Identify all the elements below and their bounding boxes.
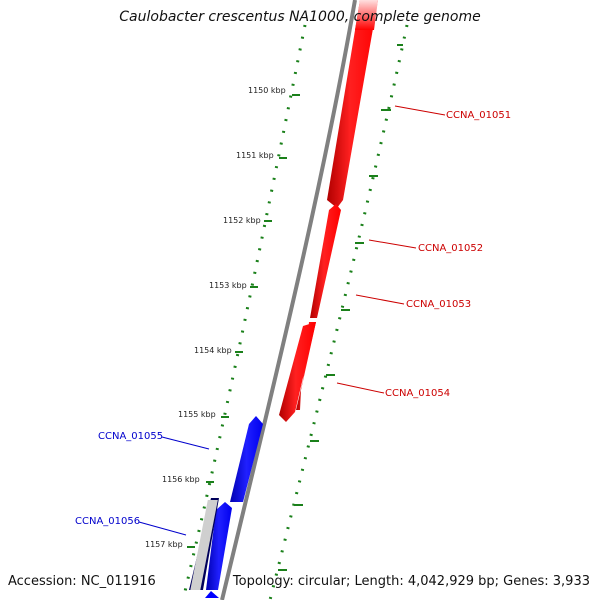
scale-label: 1155 kbp	[178, 410, 216, 419]
scale-label: 1153 kbp	[209, 281, 247, 290]
scale-label: 1151 kbp	[236, 151, 274, 160]
gene-label[interactable]: CCNA_01055	[98, 431, 163, 442]
label-leaders	[138, 105, 446, 536]
gene-label[interactable]: CCNA_01056	[75, 516, 140, 527]
gene-label[interactable]: CCNA_01052	[418, 243, 483, 254]
gene-ccna-01052[interactable]	[310, 204, 341, 318]
genome-backbone	[220, 0, 357, 600]
map-title: Caulobacter crescentus NA1000, complete …	[119, 9, 481, 25]
scale-label: 1157 kbp	[145, 540, 183, 549]
scale-label: 1152 kbp	[223, 216, 261, 225]
gene-label[interactable]: CCNA_01051	[446, 110, 511, 121]
gene-ccna-01054[interactable]	[279, 322, 316, 422]
forward-major-ticks	[278, 44, 403, 571]
scale-labels: 1150 kbp 1151 kbp 1152 kbp 1153 kbp 1154…	[145, 86, 286, 549]
gene-ccna-01051-top	[355, 0, 378, 30]
accession-text: Accession: NC_011916	[8, 574, 156, 589]
reverse-major-ticks	[187, 94, 300, 548]
gene-ccna-01053[interactable]	[296, 322, 316, 410]
scale-label: 1156 kbp	[162, 475, 200, 484]
scale-label: 1150 kbp	[248, 86, 286, 95]
gene-label[interactable]: CCNA_01054	[385, 388, 450, 399]
gene-label[interactable]: CCNA_01053	[406, 299, 471, 310]
gene-ccna-01055[interactable]	[230, 416, 263, 502]
topology-text: Topology: circular; Length: 4,042,929 bp…	[232, 574, 590, 589]
gene-labels: CCNA_01051 CCNA_01052 CCNA_01053 CCNA_01…	[75, 110, 511, 527]
gene-ccna-01051[interactable]	[327, 0, 378, 208]
gene-ccna-01056[interactable]	[206, 502, 232, 590]
scale-label: 1154 kbp	[194, 346, 232, 355]
gene-bottom-blue[interactable]	[205, 591, 219, 598]
gene-grey-strip	[190, 500, 218, 590]
forward-scale-track	[268, 24, 409, 600]
